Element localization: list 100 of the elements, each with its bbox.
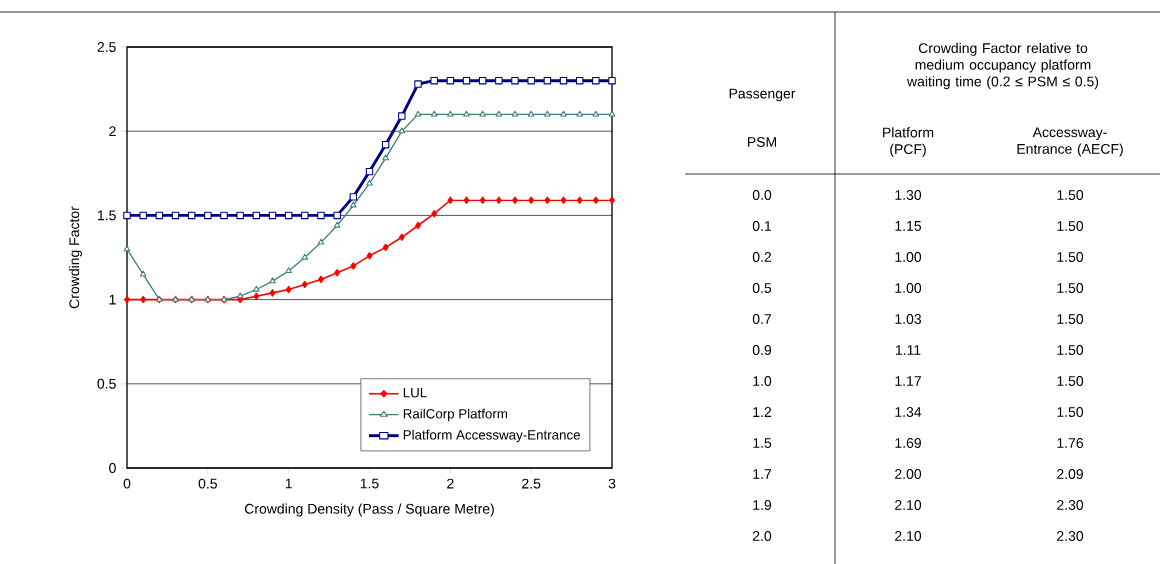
data-label: 1.00 <box>895 283 922 293</box>
x-axis-title: Crowding Density (Pass / Square Metre) <box>244 503 494 517</box>
point <box>512 196 518 204</box>
data-label: 1.50 <box>1057 376 1084 386</box>
point <box>446 76 455 85</box>
point <box>285 267 292 274</box>
point <box>511 110 519 117</box>
point <box>252 211 261 220</box>
category-label: 0.0 <box>752 190 772 200</box>
point <box>592 76 600 85</box>
point <box>284 211 293 220</box>
data-label: 1.50 <box>1057 252 1084 262</box>
point <box>382 154 389 161</box>
point <box>253 285 260 292</box>
point <box>269 277 276 284</box>
data-label: 1.69 <box>895 438 921 448</box>
data-label: 1.15 <box>895 221 922 231</box>
point <box>301 211 309 220</box>
data-label: 1.50 <box>1057 407 1084 417</box>
legend-label: Platform Accessway-Entrance <box>403 429 580 443</box>
category-label: 2.0 <box>752 531 772 541</box>
point <box>414 110 422 117</box>
data-label: 2.30 <box>1057 500 1084 510</box>
data-label: 1.50 <box>1057 283 1084 293</box>
point <box>430 110 438 117</box>
point <box>350 201 357 208</box>
point <box>140 295 147 304</box>
point <box>430 76 438 85</box>
point <box>592 196 599 204</box>
data-label: 1.00 <box>895 252 922 262</box>
point <box>123 211 131 220</box>
point <box>236 292 244 299</box>
data-label: 1.50 <box>1057 345 1084 355</box>
point <box>187 211 196 220</box>
point <box>285 285 292 294</box>
point <box>463 196 470 204</box>
x-tick-label: 1 <box>285 478 292 489</box>
point <box>139 270 147 277</box>
point <box>269 289 276 297</box>
x-tick-label: 0.5 <box>198 478 217 489</box>
point <box>431 209 438 218</box>
x-tick-label: 2 <box>447 478 454 489</box>
point <box>528 196 535 204</box>
point <box>333 211 341 220</box>
legend-label: LUL <box>403 388 427 398</box>
point <box>478 76 487 85</box>
point <box>495 76 503 85</box>
text: Crowding Factor relative to medium occupancy platform waiting time (0.2 ≤ PSM ≤ 0.5) <box>907 42 1099 90</box>
point <box>559 76 568 85</box>
point <box>527 76 535 85</box>
point <box>608 110 616 117</box>
point <box>398 112 406 120</box>
category-label: 0.9 <box>752 345 772 355</box>
data-label: 1.17 <box>895 376 921 386</box>
point <box>576 110 583 117</box>
point <box>527 110 535 117</box>
point <box>495 196 502 204</box>
point <box>479 196 486 204</box>
x-tick-label: 2.5 <box>522 478 541 489</box>
data-label: 2.00 <box>895 469 922 479</box>
data-label: 1.76 <box>1057 438 1084 448</box>
data-label: 2.09 <box>1057 469 1083 479</box>
category-label: 0.5 <box>752 283 772 293</box>
point <box>462 76 471 85</box>
point <box>317 238 325 245</box>
data-label: 2.10 <box>895 531 922 541</box>
y-axis-title: Crowding Factor <box>68 206 82 309</box>
y-tick-label: 0.5 <box>97 378 116 389</box>
point <box>334 268 341 277</box>
point <box>495 110 503 117</box>
point <box>366 252 373 260</box>
category-label: 0.7 <box>752 314 772 324</box>
point <box>317 211 325 220</box>
point <box>560 196 567 204</box>
point <box>398 233 405 242</box>
y-tick-label: 1 <box>109 294 116 305</box>
point <box>544 196 551 204</box>
point <box>155 211 164 220</box>
point <box>236 211 244 220</box>
category-label: 1.0 <box>753 376 772 386</box>
point <box>301 280 308 289</box>
data-label: 1.03 <box>895 314 922 324</box>
point <box>366 179 373 186</box>
point <box>544 110 551 117</box>
x-tick-label: 0 <box>123 478 131 489</box>
point <box>609 196 615 204</box>
data-label: 2.10 <box>895 500 922 510</box>
point <box>253 292 260 300</box>
point <box>575 76 584 85</box>
category-label: 0.1 <box>752 221 772 231</box>
text: PSM <box>747 137 777 147</box>
data-label: 1.50 <box>1057 221 1084 231</box>
category-label: 1.2 <box>753 407 772 417</box>
text: Accessway-Entrance (AECF) <box>1017 127 1123 157</box>
point <box>576 196 583 204</box>
category-label: 1.9 <box>753 500 772 510</box>
data-label: 1.50 <box>1057 314 1084 324</box>
legend-label: RailCorp Platform <box>403 408 508 422</box>
point <box>511 76 519 85</box>
point <box>447 196 454 204</box>
